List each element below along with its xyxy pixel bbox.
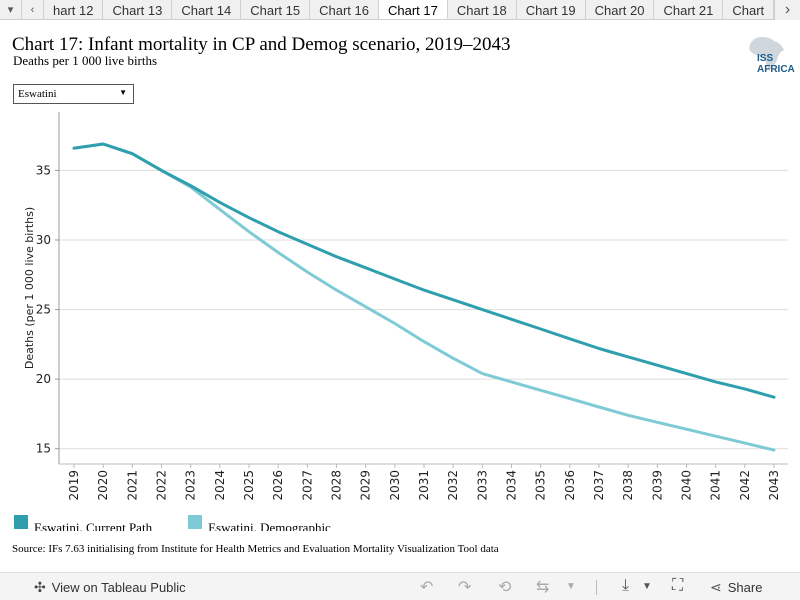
view-on-tableau-button[interactable]: ✣ View on Tableau Public <box>34 579 186 596</box>
legend-swatch <box>14 515 28 529</box>
legend-item[interactable]: Eswatini, Current Path <box>14 514 152 531</box>
chart-subtitle: Deaths per 1 000 live births <box>13 53 158 68</box>
x-tick-label: 2043 <box>767 470 781 501</box>
x-tick-label: 2020 <box>96 470 110 501</box>
tab-chart-21[interactable]: Chart 21 <box>654 0 724 19</box>
tab-chart-13[interactable]: Chart 13 <box>103 0 173 19</box>
series-line <box>72 142 776 452</box>
tab-hart-12[interactable]: hart 12 <box>44 0 104 19</box>
tab-chart[interactable]: Chart <box>723 0 775 19</box>
x-tick-label: 2037 <box>592 470 606 501</box>
tableau-icon: ✣ <box>34 579 46 595</box>
y-tick-label: 20 <box>36 372 51 386</box>
refresh-dropdown-icon[interactable]: ▼ <box>566 581 576 592</box>
dropdown-value: Eswatini <box>18 88 57 100</box>
tab-menu-icon[interactable]: ▾ <box>0 0 22 19</box>
share-button[interactable]: ⋖ Share <box>710 579 762 596</box>
view-on-tableau-label: View on Tableau Public <box>51 580 186 595</box>
y-tick-label: 15 <box>36 442 51 456</box>
chart-title: Chart 17: Infant mortality in CP and Dem… <box>12 34 511 55</box>
x-tick-label: 2030 <box>388 470 402 501</box>
x-tick-label: 2031 <box>417 470 431 501</box>
legend-label: Eswatini, Current Path <box>34 520 153 531</box>
series-line <box>72 142 776 399</box>
refresh-icon[interactable]: ⇆ <box>536 579 550 596</box>
bottom-toolbar: ✣ View on Tableau Public ↶ ↷ ⟲ ⇆ ▼ ⤓ ▼ ⛶… <box>0 572 800 600</box>
x-tick-label: 2023 <box>184 470 198 501</box>
tab-chart-20[interactable]: Chart 20 <box>586 0 655 19</box>
x-tick-label: 2040 <box>680 470 694 501</box>
x-tick-label: 2027 <box>300 470 314 501</box>
legend-item[interactable]: Eswatini, Demographic <box>188 514 331 531</box>
toolbar-divider <box>596 580 597 595</box>
tabs: hart 12 Chart 13 Chart 14 Chart 15 Chart 16 C… <box>44 0 800 19</box>
tab-chart-18[interactable]: Chart 18 <box>448 0 517 19</box>
x-tick-label: 2034 <box>505 470 519 501</box>
download-dropdown-icon[interactable]: ▼ <box>642 581 652 592</box>
undo-icon[interactable]: ↶ <box>420 579 434 596</box>
country-dropdown[interactable]: Eswatini ▼ <box>13 84 134 104</box>
x-tick-label: 2033 <box>475 470 489 501</box>
y-tick-label: 35 <box>36 163 51 177</box>
x-tick-label: 2035 <box>534 470 548 501</box>
x-tick-label: 2038 <box>621 470 635 501</box>
x-tick-label: 2032 <box>446 470 460 501</box>
legend-swatch <box>188 515 203 529</box>
fullscreen-icon[interactable]: ⛶ <box>672 577 684 594</box>
tab-chart-19[interactable]: Chart 19 <box>517 0 586 19</box>
x-tick-label: 2036 <box>563 470 577 501</box>
chart-legend: Eswatini, Current Path Eswatini, Demograp… <box>14 514 794 531</box>
x-tick-label: 2021 <box>125 470 139 501</box>
x-tick-label: 2019 <box>67 470 81 501</box>
x-tick-label: 2029 <box>359 470 373 501</box>
source-note: Source: IFs 7.63 initialising from Insti… <box>12 543 499 555</box>
download-icon[interactable]: ⤓ <box>622 577 630 594</box>
tab-chart-17[interactable]: Chart 17 <box>378 0 448 19</box>
y-axis-label: Deaths (per 1 000 live births) <box>23 207 36 369</box>
chevron-down-icon: ▼ <box>119 88 127 97</box>
share-label: Share <box>727 580 763 595</box>
redo-icon[interactable]: ↷ <box>458 579 472 596</box>
tab-scroll-left-icon[interactable]: ‹ <box>22 0 44 19</box>
x-tick-label: 2025 <box>242 470 256 501</box>
y-tick-label: 30 <box>36 233 51 247</box>
x-tick-label: 2039 <box>650 470 664 501</box>
share-icon: ⋖ <box>710 579 722 595</box>
tab-chart-15[interactable]: Chart 15 <box>241 0 311 19</box>
revert-icon[interactable]: ⟲ <box>498 579 512 596</box>
y-tick-label: 25 <box>36 303 51 317</box>
tab-chart-16[interactable]: Chart 16 <box>310 0 379 19</box>
legend-label: Eswatini, Demographic <box>208 520 331 531</box>
tab-scroll-right-icon[interactable]: › <box>774 0 800 20</box>
x-tick-label: 2024 <box>213 470 227 501</box>
x-tick-label: 2028 <box>330 470 344 501</box>
logo-text: ISS AFRICA <box>757 53 795 75</box>
tab-chart-14[interactable]: Chart 14 <box>172 0 242 19</box>
x-tick-label: 2022 <box>155 470 169 501</box>
x-tick-label: 2026 <box>271 470 285 501</box>
x-tick-label: 2041 <box>709 470 723 501</box>
x-tick-label: 2042 <box>738 470 752 501</box>
africa-logo-icon <box>749 37 784 70</box>
tab-bar: ▾ ‹ hart 12 Chart 13 Chart 14 Chart 15 Chart… <box>0 0 800 20</box>
